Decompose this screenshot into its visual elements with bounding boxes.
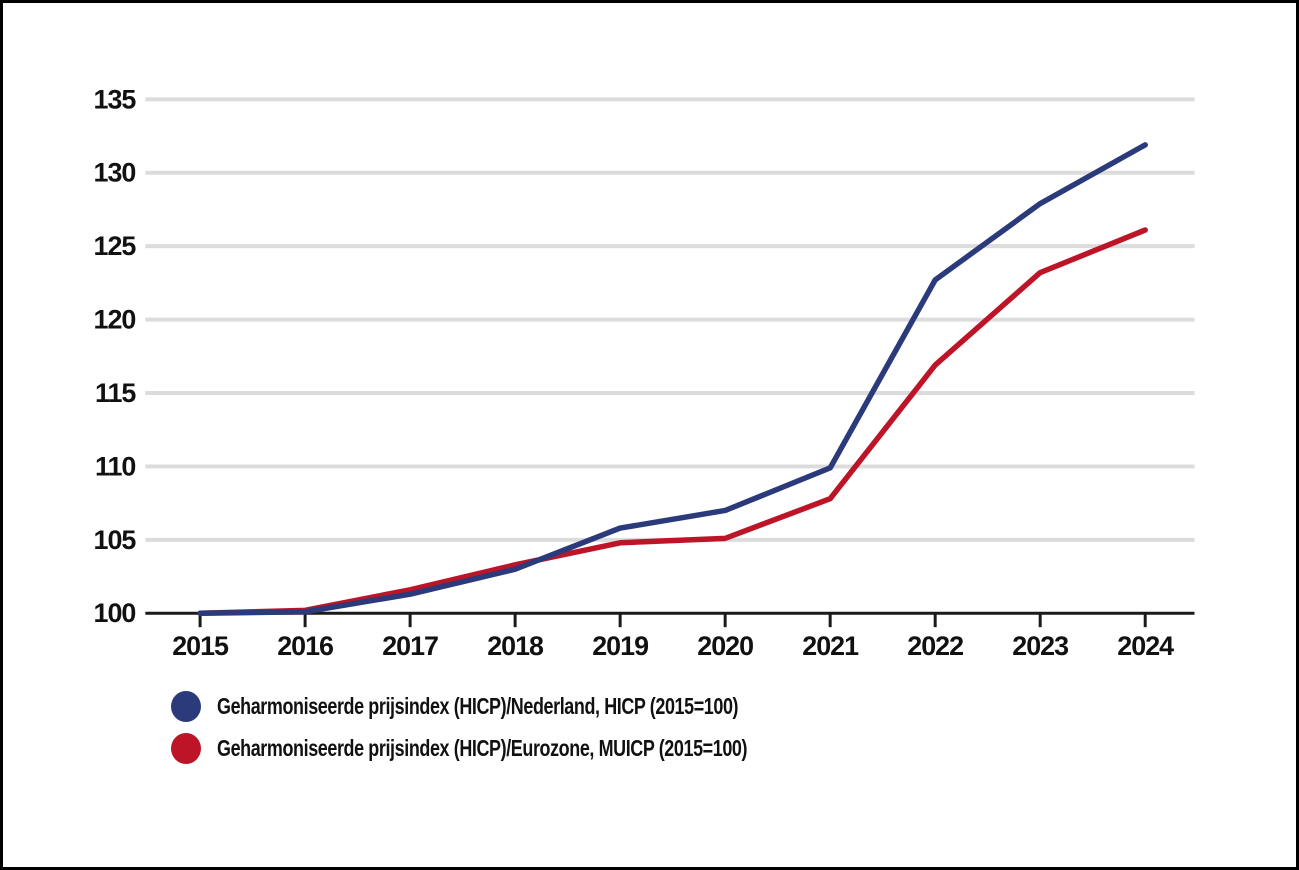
y-tick-label: 130 bbox=[94, 158, 136, 188]
x-tick-label: 2016 bbox=[277, 631, 333, 661]
y-tick-label: 115 bbox=[95, 378, 136, 408]
legend-marker-eurozone-icon bbox=[171, 732, 201, 764]
x-tick-label: 2019 bbox=[592, 631, 648, 661]
legend-marker-nederland-icon bbox=[171, 690, 201, 722]
series-line-0 bbox=[197, 142, 1148, 616]
y-tick-label: 135 bbox=[94, 84, 137, 114]
series-line-1 bbox=[197, 227, 1148, 616]
legend-item-eurozone: Geharmoniseerde prijsindex (HICP)/Eurozo… bbox=[171, 732, 897, 764]
line-chart: 100 105 110 115 120 125 130 135 2015 2016 2017 2018… bbox=[94, 84, 1195, 661]
x-tick-label: 2015 bbox=[172, 631, 229, 661]
y-tick-label: 105 bbox=[94, 525, 137, 555]
y-tick-label: 110 bbox=[95, 451, 135, 481]
legend-item-nederland: Geharmoniseerde prijsindex (HICP)/Nederl… bbox=[171, 690, 897, 722]
x-tick-label: 2021 bbox=[802, 631, 859, 661]
legend-label-eurozone: Geharmoniseerde prijsindex (HICP)/Eurozo… bbox=[217, 734, 748, 761]
x-tick-label: 2017 bbox=[382, 631, 438, 661]
x-tick-label: 2024 bbox=[1117, 631, 1174, 661]
x-tick-label: 2020 bbox=[697, 631, 753, 661]
legend-label-nederland: Geharmoniseerde prijsindex (HICP)/Nederl… bbox=[217, 692, 739, 719]
x-tick-label: 2023 bbox=[1012, 631, 1068, 661]
y-tick-label: 125 bbox=[94, 231, 137, 261]
legend: Geharmoniseerde prijsindex (HICP)/Nederl… bbox=[171, 690, 897, 764]
y-tick-label: 120 bbox=[94, 305, 136, 335]
y-tick-label: 100 bbox=[94, 598, 136, 628]
x-tick-label: 2018 bbox=[487, 631, 544, 661]
x-tick-label: 2022 bbox=[907, 631, 963, 661]
